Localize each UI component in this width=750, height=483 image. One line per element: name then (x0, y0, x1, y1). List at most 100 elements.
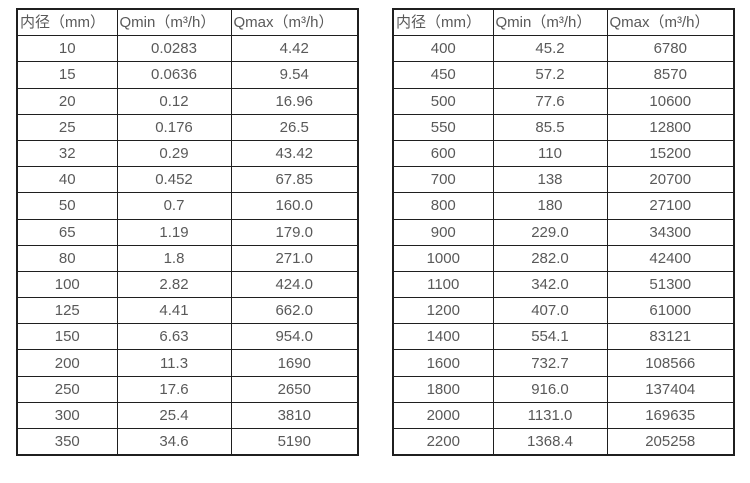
table-cell: 400 (392, 35, 494, 63)
table-cell: 800 (392, 192, 494, 220)
table-cell: 0.0283 (116, 35, 232, 63)
table-row: 150 6.63 954.0 (16, 323, 359, 351)
table-row: 125 4.41 662.0 (16, 297, 359, 325)
table-cell: 20700 (606, 166, 735, 194)
table-cell: 100 (16, 270, 118, 299)
table-cell: 205258 (606, 428, 735, 456)
table-cell: 200 (16, 349, 118, 377)
table-cell: 32 (16, 139, 118, 168)
table-cell: 42400 (606, 244, 735, 272)
table-cell: 350 (16, 428, 118, 456)
table-row: 65 1.19 179.0 (16, 218, 359, 246)
table-row: 250 17.6 2650 (16, 375, 359, 403)
table-cell: 57.2 (492, 61, 608, 89)
table-cell: 0.12 (116, 87, 232, 115)
table-cell: 45.2 (492, 35, 608, 63)
table-cell: 1600 (392, 349, 494, 377)
table-cell: 250 (16, 375, 118, 403)
table-cell: 4.41 (116, 297, 232, 325)
table-row: 50 0.7 160.0 (16, 192, 359, 220)
flow-table-small-diameters: 内径（mm） Qmin（m³/h） Qmax（m³/h） 10 0.0283 4.4… (16, 8, 359, 457)
table-cell: 2.82 (116, 270, 232, 299)
table-cell: 2000 (392, 401, 494, 430)
header-qmin: Qmin（m³/h） (116, 8, 232, 37)
table-cell: 10600 (606, 87, 735, 115)
table-cell: 1368.4 (492, 428, 608, 456)
table-cell: 85.5 (492, 113, 608, 141)
table-row: 300 25.4 3810 (16, 401, 359, 430)
table-row: 20 0.12 16.96 (16, 87, 359, 115)
table-cell: 83121 (606, 323, 735, 351)
table-body: 10 0.0283 4.42 15 0.0636 9.54 20 0.12 16.96 25 0.1… (16, 35, 359, 456)
table-row: 2000 1131.0 169635 (392, 401, 735, 430)
table-row: 700 138 20700 (392, 166, 735, 194)
table-row: 800 180 27100 (392, 192, 735, 220)
table-row: 200 11.3 1690 (16, 349, 359, 377)
table-cell: 40 (16, 166, 118, 194)
header-qmax: Qmax（m³/h） (230, 8, 359, 37)
table-cell: 424.0 (230, 270, 359, 299)
table-cell: 1.8 (116, 244, 232, 272)
table-cell: 125 (16, 297, 118, 325)
table-cell: 550 (392, 113, 494, 141)
table-row: 450 57.2 8570 (392, 61, 735, 89)
table-row: 500 77.6 10600 (392, 87, 735, 115)
table-row: 1000 282.0 42400 (392, 244, 735, 272)
table-cell: 26.5 (230, 113, 359, 141)
table-cell: 150 (16, 323, 118, 351)
table-cell: 17.6 (116, 375, 232, 403)
table-row: 25 0.176 26.5 (16, 113, 359, 141)
table-cell: 16.96 (230, 87, 359, 115)
table-cell: 4.42 (230, 35, 359, 63)
table-cell: 600 (392, 139, 494, 168)
table-cell: 0.176 (116, 113, 232, 141)
table-cell: 6780 (606, 35, 735, 63)
table-row: 1600 732.7 108566 (392, 349, 735, 377)
table-cell: 27100 (606, 192, 735, 220)
header-qmax: Qmax（m³/h） (606, 8, 735, 37)
table-row: 600 110 15200 (392, 139, 735, 168)
table-row: 1800 916.0 137404 (392, 375, 735, 403)
table-row: 10 0.0283 4.42 (16, 35, 359, 63)
table-cell: 108566 (606, 349, 735, 377)
table-cell: 407.0 (492, 297, 608, 325)
table-cell: 110 (492, 139, 608, 168)
header-qmin: Qmin（m³/h） (492, 8, 608, 37)
table-cell: 1100 (392, 270, 494, 299)
table-cell: 25 (16, 113, 118, 141)
table-cell: 954.0 (230, 323, 359, 351)
table-cell: 5190 (230, 428, 359, 456)
table-cell: 2650 (230, 375, 359, 403)
table-cell: 0.452 (116, 166, 232, 194)
table-cell: 900 (392, 218, 494, 246)
table-cell: 25.4 (116, 401, 232, 430)
table-cell: 732.7 (492, 349, 608, 377)
table-cell: 229.0 (492, 218, 608, 246)
table-cell: 1400 (392, 323, 494, 351)
table-cell: 80 (16, 244, 118, 272)
table-row: 1200 407.0 61000 (392, 297, 735, 325)
table-row: 350 34.6 5190 (16, 428, 359, 456)
table-cell: 15 (16, 61, 118, 89)
table-cell: 15200 (606, 139, 735, 168)
table-cell: 342.0 (492, 270, 608, 299)
table-row: 40 0.452 67.85 (16, 166, 359, 194)
table-row: 100 2.82 424.0 (16, 270, 359, 299)
table-cell: 1131.0 (492, 401, 608, 430)
table-cell: 138 (492, 166, 608, 194)
table-cell: 1000 (392, 244, 494, 272)
table-cell: 1800 (392, 375, 494, 403)
table-cell: 137404 (606, 375, 735, 403)
table-cell: 2200 (392, 428, 494, 456)
table-row: 15 0.0636 9.54 (16, 61, 359, 89)
table-cell: 1690 (230, 349, 359, 377)
table-row: 1400 554.1 83121 (392, 323, 735, 351)
table-row: 2200 1368.4 205258 (392, 428, 735, 456)
table-cell: 450 (392, 61, 494, 89)
header-inner-diameter: 内径（mm） (392, 8, 494, 37)
table-cell: 0.0636 (116, 61, 232, 89)
table-cell: 3810 (230, 401, 359, 430)
header-inner-diameter: 内径（mm） (16, 8, 118, 37)
table-cell: 282.0 (492, 244, 608, 272)
